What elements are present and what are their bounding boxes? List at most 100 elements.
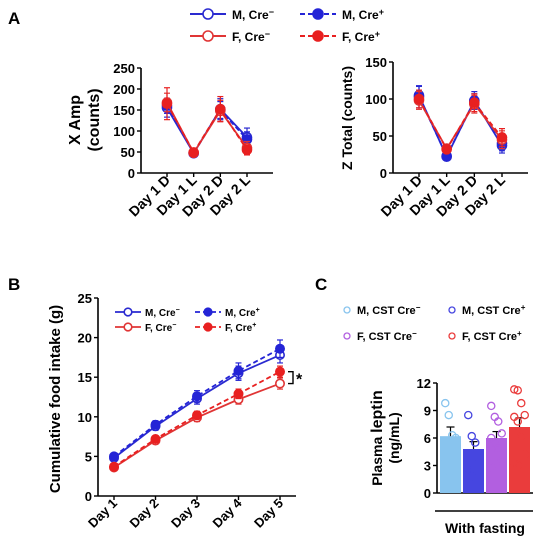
- x-tick-label: Day 3: [168, 496, 203, 531]
- data-point-c_f_neg: [486, 463, 496, 472]
- legend-b-m_pos: M, Cre+: [225, 307, 260, 319]
- data-point-c_f_pos: [513, 461, 523, 470]
- legend-c-f_pos-text: F, CST Cre: [462, 331, 517, 343]
- y-tick-label: 200: [113, 82, 135, 97]
- data-point-f_pos: [274, 366, 285, 377]
- legend-marker-m_pos: [448, 306, 456, 314]
- legend-b-f_pos: F, Cre+: [225, 322, 256, 334]
- legend-b-f_neg-sup: −: [172, 322, 176, 329]
- legend-c-f_neg: F, CST Cre−: [357, 329, 417, 343]
- y-tick-label: 150: [365, 55, 387, 70]
- legend-marker-f_pos: [448, 332, 456, 340]
- data-point-f_pos: [150, 433, 161, 444]
- y-tick-label: 150: [113, 103, 135, 118]
- data-point-c_m_pos: [467, 472, 476, 481]
- y-tick-label: 5: [85, 449, 92, 464]
- y-axis-title: Z Total (counts): [339, 66, 355, 170]
- bar-c_m_pos: [463, 449, 484, 493]
- data-point-c_m_pos: [474, 453, 483, 463]
- data-point-c_m_pos: [463, 410, 473, 420]
- data-point-c_f_neg: [497, 429, 506, 438]
- legend-c-f_neg-text: F, CST Cre: [357, 331, 412, 343]
- legend-marker-m_pos: [203, 307, 213, 317]
- legend-b-m_pos-sup: +: [256, 307, 260, 314]
- data-point-m_pos: [192, 391, 203, 402]
- bar-c_f_neg: [486, 438, 507, 493]
- legend-b: M, Cre− M, Cre+F, Cre− F, Cre+: [115, 307, 260, 334]
- data-point-f_pos: [496, 132, 508, 143]
- data-point-c_f_pos: [520, 450, 530, 459]
- legend-a-m_pos-text: M, Cre: [342, 8, 379, 22]
- legend-a-m_pos-sup: +: [379, 7, 384, 17]
- legend-marker-m_neg: [123, 307, 133, 317]
- data-point-c_m_neg: [444, 472, 453, 481]
- data-point-c_f_pos: [509, 385, 519, 394]
- legend-marker-f_pos: [312, 30, 324, 42]
- data-point-f_pos: [413, 93, 425, 105]
- y-axis-title-line2: (ng/mL): [386, 412, 402, 463]
- legend-b-f_pos-text: F, Cre: [225, 323, 253, 334]
- y-tick-label: 0: [424, 486, 431, 501]
- legend-a-f_neg-sup: −: [265, 29, 270, 39]
- data-point-f_pos: [241, 144, 253, 156]
- x-axis-title: With fasting: [445, 520, 525, 536]
- legend-marker-f_neg: [202, 30, 214, 42]
- y-axis-title: Plasma leptin(ng/mL): [369, 390, 402, 486]
- legend-b-m_neg: M, Cre−: [145, 307, 180, 319]
- legend-c-m_neg: M, CST Cre−: [357, 303, 421, 317]
- legend-a-m_neg: M, Cre−: [232, 7, 274, 22]
- data-point-f_neg: [274, 378, 285, 389]
- legend-c-m_neg-sup: −: [416, 303, 421, 312]
- y-axis-title: Cumulative food intake (g): [47, 305, 64, 493]
- legend-c-f_pos-sup: +: [517, 329, 522, 338]
- y-tick-label: 12: [417, 376, 431, 391]
- y-axis-title-prefix: Plasma: [369, 433, 385, 486]
- data-point-m_pos: [233, 365, 244, 376]
- legend-c-f_pos: F, CST Cre+: [462, 329, 522, 343]
- y-axis-title-line1: Plasma leptin: [369, 390, 386, 486]
- legend-c-m_neg-text: M, CST Cre: [357, 305, 416, 317]
- panel-label-c: C: [315, 275, 327, 294]
- legend-marker-m_pos: [312, 8, 324, 20]
- y-tick-label: 50: [373, 129, 387, 144]
- y-tick-label: 250: [113, 61, 135, 76]
- legend-a-f_pos: F, Cre+: [342, 29, 380, 44]
- legend-b-f_neg: F, Cre−: [145, 322, 176, 334]
- legend-b-m_pos-text: M, Cre: [225, 308, 256, 319]
- legend-c-m_pos-sup: +: [521, 303, 526, 312]
- data-point-c_m_neg: [451, 433, 460, 443]
- data-point-c_f_neg: [490, 438, 499, 447]
- series-line-m_neg: [113, 354, 281, 459]
- data-point-f_pos: [192, 410, 203, 421]
- legend-a-f_neg: F, Cre−: [232, 29, 270, 44]
- data-point-c_f_neg: [493, 444, 503, 454]
- data-point-f_pos: [109, 461, 120, 472]
- legend-c-m_pos-text: M, CST Cre: [462, 305, 521, 317]
- legend-a-f_pos-sup: +: [375, 29, 380, 39]
- data-point-c_f_neg: [486, 401, 496, 411]
- x-tick-label: Day 4: [209, 495, 245, 531]
- significance-bracket: [288, 370, 294, 385]
- y-axis-title-line1: X Amp: [67, 95, 84, 145]
- legend-b-m_neg-sup: −: [176, 307, 180, 314]
- panel-label-b: B: [8, 275, 20, 294]
- y-tick-label: 25: [78, 291, 92, 306]
- y-tick-label: 100: [113, 124, 135, 139]
- legend-b-f_pos-sup: +: [252, 322, 256, 329]
- series-line-f_pos: [166, 103, 248, 155]
- legend-c: M, CST Cre− M, CST Cre+F, CST Cre− F, CST …: [343, 303, 526, 343]
- y-tick-label: 20: [78, 331, 92, 346]
- significance-star: *: [296, 372, 303, 389]
- data-point-c_f_pos: [513, 417, 523, 426]
- series-line-m_pos: [113, 347, 281, 458]
- y-tick-label: 0: [380, 166, 387, 181]
- y-axis-title: X Amp (counts): [67, 88, 103, 151]
- data-point-c_f_pos: [513, 386, 523, 395]
- x-tick-label: Day 5: [251, 496, 286, 531]
- legend-marker-m_neg: [202, 8, 214, 20]
- legend-a-m_neg-sup: −: [269, 7, 274, 17]
- legend-a-f_pos-text: F, Cre: [342, 30, 375, 44]
- y-tick-label: 0: [128, 166, 135, 181]
